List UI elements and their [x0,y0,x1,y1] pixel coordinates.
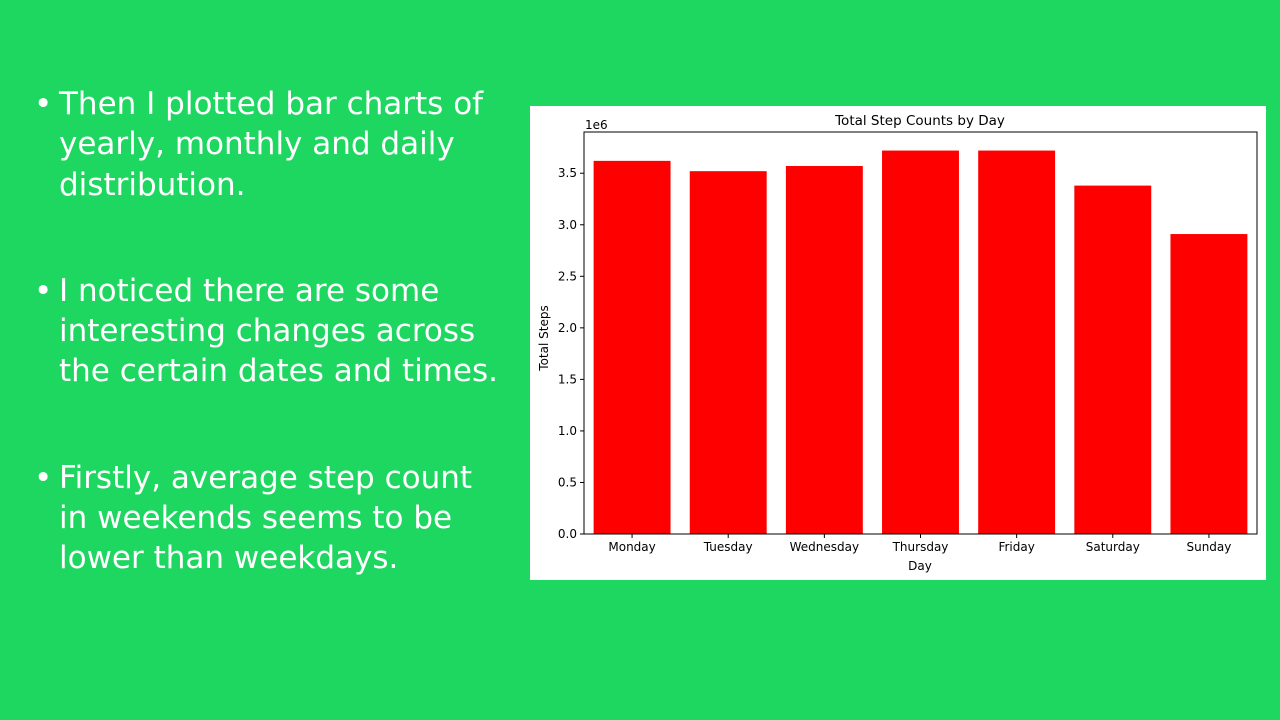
x-tick-label: Thursday [892,540,949,554]
bullet-glyph: • [34,272,53,309]
bullet-glyph: • [34,86,53,122]
bullet-text: I noticed there are some interesting cha… [59,272,498,390]
bar-sunday [1170,234,1248,535]
bar-tuesday [689,171,767,534]
y-offset-label: 1e6 [585,118,608,132]
y-tick-label: 1.5 [558,372,577,386]
bullet-item: • Firstly, average step count in weekend… [32,458,502,579]
y-tick-label: 3.5 [558,166,577,180]
bar-wednesday [785,166,863,534]
x-tick-label: Saturday [1086,540,1140,554]
y-tick-label: 0.0 [558,527,577,541]
tick-layer: Monday Tuesday Wednesday Thursday Friday Satu… [558,166,1231,554]
bar-chart: Total Step Counts by Day 1e6 Total Steps… [537,113,1258,573]
x-tick-label: Wednesday [790,540,859,554]
x-tick-label: Friday [998,540,1034,554]
bar-saturday [1074,185,1152,534]
bullet-glyph: • [34,459,53,496]
bar-thursday [882,150,959,535]
y-tick-label: 0.5 [558,475,577,489]
x-axis-label: Day [908,559,932,573]
x-tick-label: Tuesday [703,540,753,554]
x-tick-label: Sunday [1186,540,1231,554]
bullet-item: • I noticed there are some interesting c… [32,271,502,392]
x-tick-label: Monday [608,540,655,554]
y-axis-label: Total Steps [537,305,551,371]
bullet-text: Then I plotted bar charts of yearly, mon… [59,86,484,203]
chart-title: Total Step Counts by Day [834,113,1005,129]
bar-friday [978,150,1056,535]
bars-layer [593,150,1248,535]
y-tick-label: 2.5 [558,269,577,283]
bullet-list: • Then I plotted bar charts of yearly, m… [32,84,502,579]
y-tick-label: 1.0 [558,424,577,438]
chart-container: Total Step Counts by Day 1e6 Total Steps… [530,106,1266,580]
y-tick-label: 2.0 [558,321,577,335]
bullet-text: Firstly, average step count in weekends … [59,459,473,577]
bar-monday [593,160,671,534]
bullet-item: • Then I plotted bar charts of yearly, m… [32,84,502,205]
plot-frame [583,131,1258,535]
y-tick-label: 3.0 [558,218,577,232]
